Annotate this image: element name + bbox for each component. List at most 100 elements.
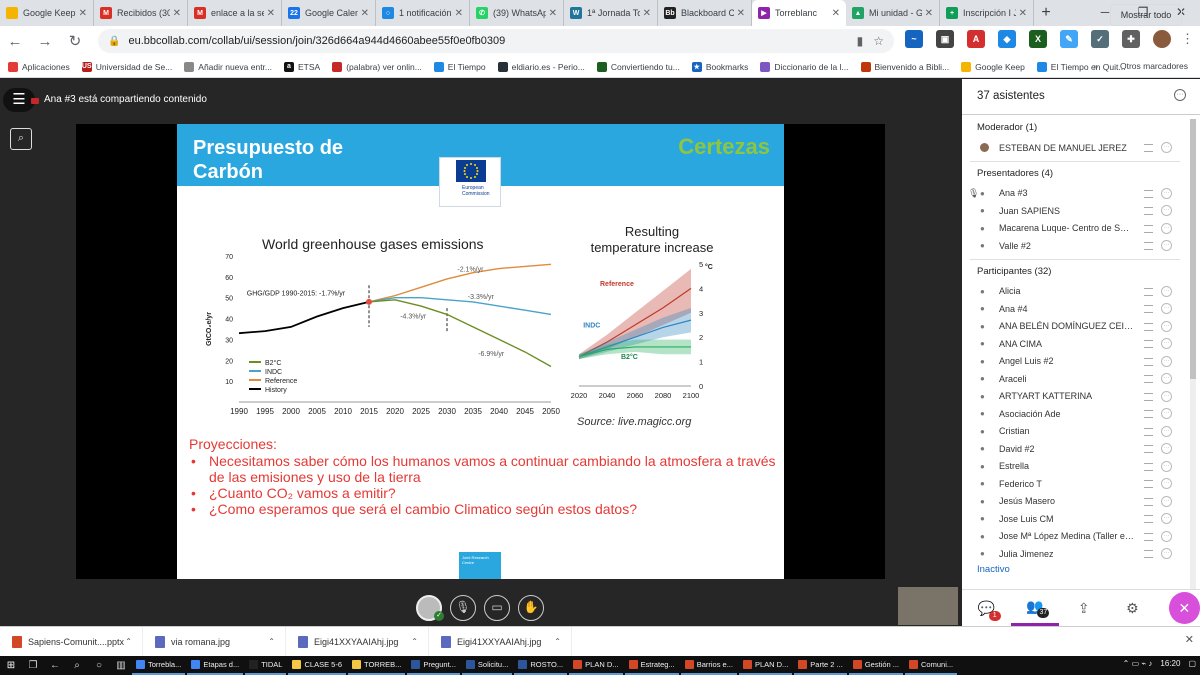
- extension-icon[interactable]: ✓: [1091, 30, 1109, 48]
- browser-tab[interactable]: ✆ (39) WhatsApp✕: [470, 0, 564, 26]
- camera-icon[interactable]: ▮: [856, 34, 864, 48]
- address-url[interactable]: eu.bbcollab.com/collab/ui/session/join/3…: [128, 35, 506, 47]
- attendee-controls-icon[interactable]: [1144, 189, 1153, 198]
- close-panel-button[interactable]: ✕: [1168, 592, 1200, 624]
- attendee-controls-icon[interactable]: [1144, 427, 1153, 436]
- extension-icon[interactable]: ~: [905, 30, 923, 48]
- taskbar-app[interactable]: Gestión ...: [848, 656, 904, 675]
- attendee-more-icon[interactable]: ···: [1161, 425, 1172, 437]
- maximize-button[interactable]: ❐: [1137, 5, 1149, 19]
- bookmark-item[interactable]: El Tiempo: [433, 61, 486, 72]
- tab-close-icon[interactable]: ✕: [736, 7, 745, 19]
- bookmark-item[interactable]: Bienvenido a Bibli...: [860, 61, 949, 72]
- cortana-icon[interactable]: ○: [95, 660, 103, 671]
- tab-close-icon[interactable]: ✕: [1018, 7, 1027, 19]
- scrollbar-thumb[interactable]: [1190, 119, 1196, 379]
- notifications-icon[interactable]: ▢: [1188, 659, 1196, 668]
- attendee-more-icon[interactable]: ···: [1161, 222, 1172, 234]
- attendee-more-icon[interactable]: ···: [1161, 495, 1172, 507]
- camera-off-icon[interactable]: ▭: [484, 595, 510, 621]
- attendee-row[interactable]: ● Jose Mª López Medina (Taller ec... ···: [962, 528, 1188, 546]
- attendee-controls-icon[interactable]: [1144, 322, 1153, 331]
- browser-tab[interactable]: W 1ª Jornada Tor ✕: [564, 0, 658, 26]
- taskbar-app[interactable]: Solicitu...: [461, 656, 513, 675]
- attendee-more-icon[interactable]: ···: [1161, 530, 1172, 542]
- attendee-controls-icon[interactable]: [1144, 207, 1153, 215]
- attendee-controls-icon[interactable]: [1144, 242, 1153, 250]
- attendee-row[interactable]: ● Jesús Masero ···: [962, 493, 1188, 511]
- attendee-more-icon[interactable]: ···: [1161, 320, 1172, 332]
- attendee-more-icon[interactable]: ···: [1161, 513, 1172, 524]
- tab-close-icon[interactable]: ✕: [266, 7, 275, 19]
- attendee-more-icon[interactable]: ···: [1161, 205, 1172, 216]
- attendee-controls-icon[interactable]: [1144, 144, 1153, 152]
- chevron-up-icon[interactable]: ⌃: [125, 636, 132, 646]
- download-item[interactable]: Sapiens-Comunit....pptx ⌃: [0, 626, 143, 657]
- taskbar-app[interactable]: TORREB...: [348, 656, 406, 675]
- attendee-more-icon[interactable]: ···: [1161, 408, 1172, 419]
- attendee-row[interactable]: ● Alicia ···: [962, 283, 1188, 301]
- bookmark-item[interactable]: Aplicaciones: [8, 61, 70, 72]
- taskbar-app[interactable]: TIDAL: [245, 656, 287, 675]
- attendee-more-icon[interactable]: ···: [1161, 285, 1172, 297]
- taskbar-app[interactable]: Comuni...: [905, 656, 958, 675]
- attendee-row[interactable]: ● Estrella ···: [962, 458, 1188, 476]
- attendee-controls-icon[interactable]: [1144, 410, 1153, 418]
- attendees-scrollbar[interactable]: [1190, 119, 1196, 589]
- browser-tab[interactable]: Bb Blackboard Co✕: [658, 0, 752, 26]
- bookmark-item[interactable]: (palabra) ver onlin...: [332, 61, 422, 72]
- extension-icon[interactable]: ✎: [1060, 30, 1078, 48]
- attendee-controls-icon[interactable]: [1144, 462, 1153, 471]
- attendee-controls-icon[interactable]: [1144, 357, 1153, 366]
- show-all-downloads-button[interactable]: Mostrar todo: [1110, 4, 1182, 26]
- attendee-more-icon[interactable]: ···: [1161, 478, 1172, 489]
- attendee-more-icon[interactable]: ···: [1161, 373, 1172, 384]
- reload-icon[interactable]: ↻: [68, 33, 82, 50]
- new-tab-button[interactable]: +: [1041, 4, 1051, 21]
- taskbar-app[interactable]: Estrateg...: [624, 656, 679, 675]
- extension-icon[interactable]: ◆: [998, 30, 1016, 48]
- task-view-icon[interactable]: ❐: [28, 660, 38, 671]
- puzzle-icon[interactable]: ✚: [1122, 30, 1140, 48]
- browser-tab[interactable]: 22 Google Calend✕: [282, 0, 376, 26]
- attendee-controls-icon[interactable]: [1144, 550, 1153, 558]
- attendee-controls-icon[interactable]: [1144, 532, 1153, 541]
- browser-tab[interactable]: ○ 1 notificación ✕: [376, 0, 470, 26]
- tab-close-icon[interactable]: ✕: [454, 7, 463, 19]
- bookmark-item[interactable]: ★ Bookmarks: [691, 61, 748, 72]
- windows-start-icon[interactable]: ⊞: [6, 660, 16, 671]
- chevron-up-icon[interactable]: ⌃: [268, 636, 275, 646]
- attendee-more-icon[interactable]: ···: [1161, 142, 1172, 153]
- taskbar-app[interactable]: CLASE 5-6: [288, 656, 347, 675]
- taskbar-app[interactable]: Etapas d...: [187, 656, 244, 675]
- browser-tab[interactable]: ▶ Torreblanc ✕: [752, 0, 846, 26]
- download-item[interactable]: Eigi41XXYAAIAhj.jpg ⌃: [286, 626, 429, 657]
- bookmark-item[interactable]: Conviertiendo tu...: [596, 61, 680, 72]
- attendee-more-icon[interactable]: ···: [1161, 303, 1172, 314]
- close-downloads-icon[interactable]: ✕: [1184, 634, 1194, 646]
- attendee-controls-icon[interactable]: [1144, 445, 1153, 453]
- attendee-row[interactable]: ● Jose Luis CM ···: [962, 510, 1188, 528]
- browser-tab[interactable]: Google Keep ✕: [0, 0, 94, 26]
- bookmark-item[interactable]: US Universidad de Se...: [81, 61, 172, 72]
- raise-hand-icon[interactable]: ✋: [518, 595, 544, 621]
- attendee-row[interactable]: ● Julia Jimenez ···: [962, 545, 1188, 563]
- attendee-controls-icon[interactable]: [1144, 515, 1153, 523]
- taskbar-app[interactable]: ROSTO...: [514, 656, 568, 675]
- tab-close-icon[interactable]: ✕: [78, 7, 87, 19]
- browser-tab[interactable]: + Inscripción I Je✕: [940, 0, 1034, 26]
- back-icon[interactable]: ←: [7, 32, 23, 50]
- profile-avatar[interactable]: [1153, 30, 1171, 48]
- taskbar-app[interactable]: PLAN D...: [569, 656, 623, 675]
- back-arrow-icon[interactable]: ←: [50, 660, 60, 671]
- attendee-row[interactable]: ● David #2 ···: [962, 440, 1188, 458]
- attendee-section-heading[interactable]: Participantes (32): [977, 265, 1052, 277]
- mute-microphone-icon[interactable]: 🎙: [450, 595, 476, 621]
- attendee-more-icon[interactable]: ···: [1161, 443, 1172, 454]
- attendee-more-icon[interactable]: ···: [1161, 390, 1172, 402]
- attendee-row[interactable]: ● Juan SAPIENS ···: [962, 202, 1188, 220]
- bookmark-item[interactable]: Google Keep: [961, 61, 1025, 72]
- attendee-controls-icon[interactable]: [1144, 392, 1153, 401]
- pdf-extension-icon[interactable]: A: [967, 30, 985, 48]
